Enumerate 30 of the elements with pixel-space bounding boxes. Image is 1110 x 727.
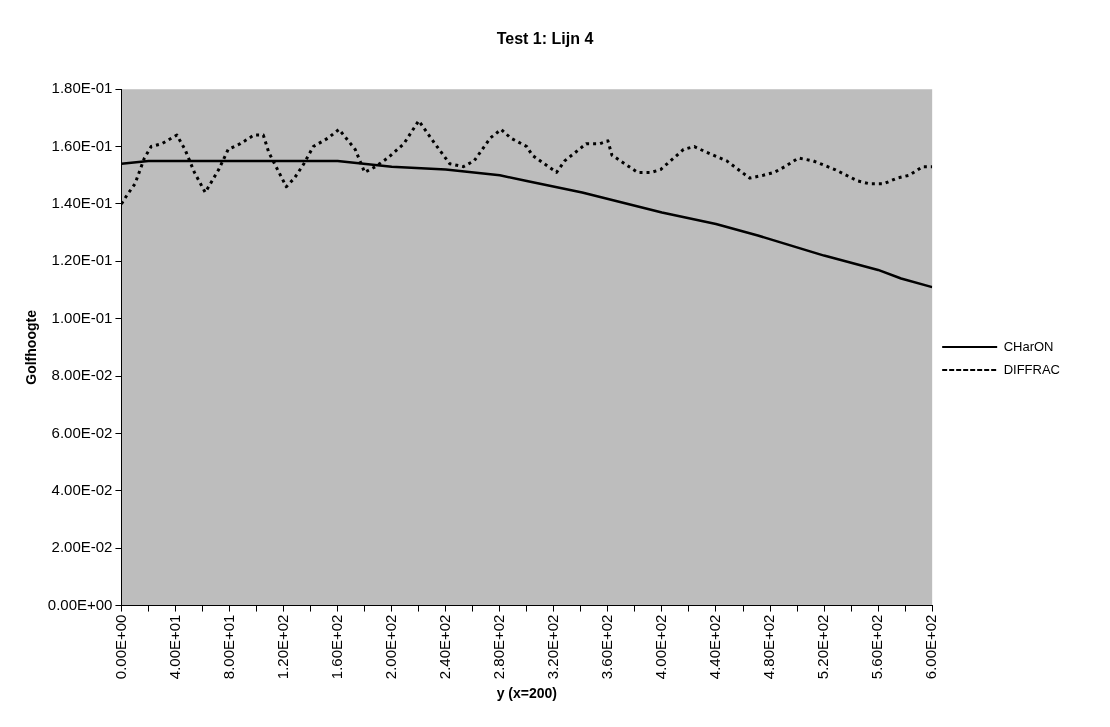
y-tick-label: 1.40E-01	[51, 194, 113, 212]
x-tick-label: 8.00E+01	[219, 614, 237, 680]
chart-title: Test 1: Lijn 4	[496, 30, 594, 48]
x-axis-title: y (x=200)	[496, 685, 557, 702]
y-tick-label: 2.00E-02	[51, 538, 113, 556]
x-tick-label: 5.20E+02	[814, 614, 832, 680]
y-axis-title: Golfhoogte	[23, 309, 40, 385]
x-tick-label: 4.40E+02	[706, 614, 724, 680]
x-tick-label: 4.00E+01	[165, 614, 183, 680]
y-tick-label: 4.00E-02	[51, 480, 113, 498]
x-tick-label: 2.00E+02	[381, 614, 399, 680]
y-tick-label: 1.80E-01	[51, 79, 113, 97]
y-tick-label: 1.60E-01	[51, 136, 113, 154]
x-tick-label: 5.60E+02	[868, 614, 886, 680]
x-tick-label: 6.00E+02	[922, 614, 940, 680]
x-tick-label: 4.00E+02	[652, 614, 670, 680]
y-tick-label: 6.00E-02	[51, 423, 113, 441]
y-tick-label: 1.20E-01	[51, 251, 113, 269]
x-tick-label: 2.40E+02	[435, 614, 453, 680]
x-tick-label: 3.60E+02	[598, 614, 616, 680]
legend-label: CHarON	[1003, 338, 1054, 354]
x-tick-label: 1.20E+02	[273, 614, 291, 680]
x-tick-label: 1.60E+02	[327, 614, 345, 680]
x-tick-label: 2.80E+02	[489, 614, 507, 680]
x-tick-label: 4.80E+02	[760, 614, 778, 680]
y-tick-label: 0.00E+00	[47, 595, 113, 613]
y-tick-label: 8.00E-02	[51, 366, 113, 384]
legend-label: DIFFRAC	[1003, 361, 1061, 377]
y-tick-label: 1.00E-01	[51, 308, 113, 326]
x-tick-label: 3.20E+02	[543, 614, 561, 680]
